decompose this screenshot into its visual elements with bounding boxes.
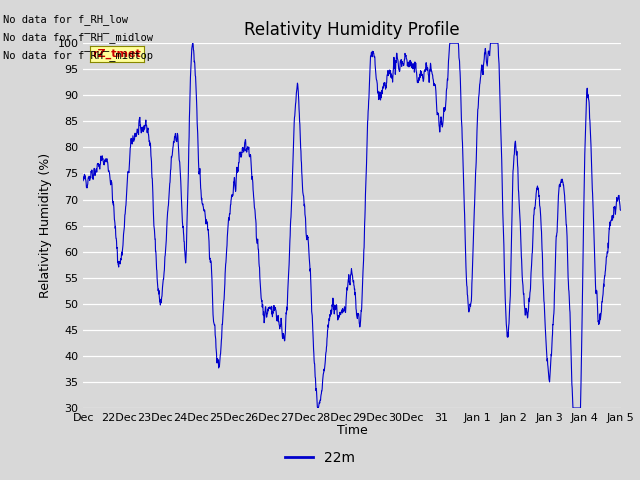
Legend: 22m: 22m — [280, 445, 360, 471]
Text: rZ_tmet: rZ_tmet — [92, 49, 141, 59]
Text: No data for f_RH_low: No data for f_RH_low — [3, 13, 128, 24]
Y-axis label: Relativity Humidity (%): Relativity Humidity (%) — [39, 153, 52, 298]
Text: No data for f̅RH̅_midtop: No data for f̅RH̅_midtop — [3, 50, 153, 61]
Text: No data for f̅RH̅_midlow: No data for f̅RH̅_midlow — [3, 32, 153, 43]
X-axis label: Time: Time — [337, 424, 367, 437]
Title: Relativity Humidity Profile: Relativity Humidity Profile — [244, 21, 460, 39]
